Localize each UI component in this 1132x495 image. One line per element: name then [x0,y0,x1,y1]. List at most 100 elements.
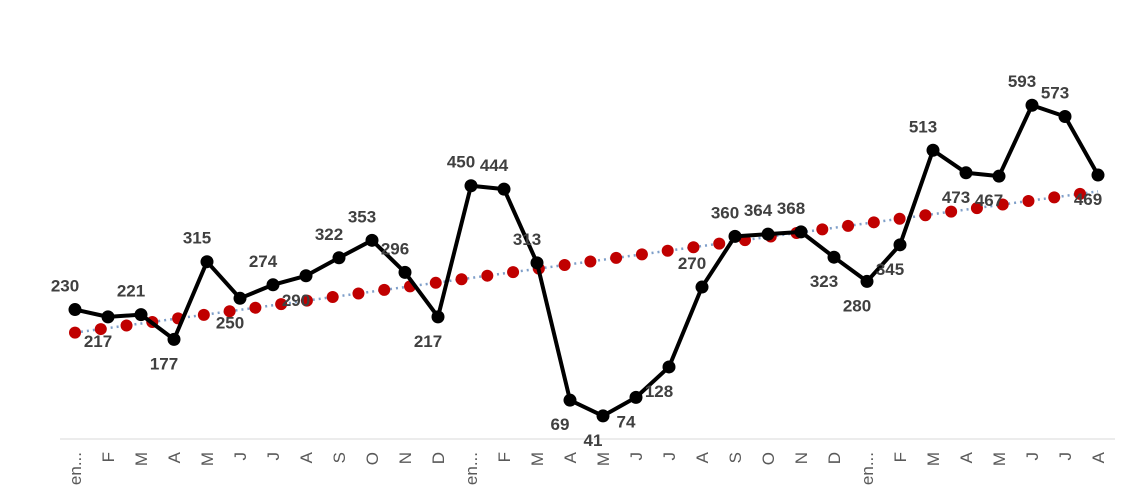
trend-dot [1022,194,1035,207]
data-label: 41 [584,431,603,450]
point [464,179,478,193]
point [563,393,577,407]
point [992,169,1006,183]
x-tick-label: F [495,452,514,462]
point [266,278,280,292]
point [629,390,643,404]
data-label: 74 [617,412,636,431]
x-tick-label: A [1089,451,1108,463]
data-label: 217 [414,332,442,351]
data-label: 250 [216,313,244,332]
trend-dot [996,198,1009,211]
trend-dot [919,209,932,222]
x-tick-label: en... [462,452,481,485]
point [101,310,115,324]
trend-dot [94,323,107,336]
trend-dot [300,294,313,307]
x-tick-label: J [231,452,250,461]
trend-dot [635,248,648,261]
x-tick-label: M [528,452,547,466]
x-tick-label: F [891,452,910,462]
data-label: 573 [1041,84,1069,103]
x-tick-label: M [594,452,613,466]
trend-dot [69,326,81,339]
data-label: 473 [942,188,970,207]
point [761,227,775,241]
x-tick-label: F [99,452,118,462]
x-tick-label: S [726,452,745,463]
data-label: 274 [249,252,278,271]
trend-dot [713,237,726,250]
data-label: 69 [551,415,570,434]
point [827,250,841,264]
trend-dot [661,244,674,257]
data-label: 469 [1074,190,1102,209]
point [497,182,511,196]
data-label: 221 [117,282,145,301]
data-label: 364 [744,201,773,220]
x-tick-label: N [792,452,811,464]
trend-dot [584,255,597,268]
x-tick-label: M [924,452,943,466]
point [959,166,973,180]
trend-dot [378,283,391,296]
trend-dot [893,212,906,225]
point [596,409,610,423]
x-tick-label: O [363,452,382,465]
point [1091,168,1105,182]
data-label: 315 [183,229,211,248]
trend-dot [970,202,983,215]
trend-dot [507,266,520,279]
x-tick-label: A [165,451,184,463]
point [299,269,313,283]
trend-dot [120,319,133,332]
x-tick-label: D [429,452,448,464]
x-tick-label: S [330,452,349,463]
point [794,225,808,239]
trend-dot [558,259,571,272]
point [662,360,676,374]
point [1025,98,1039,112]
trend-dot [481,269,494,282]
point [200,255,214,269]
data-label: 217 [84,332,112,351]
x-tick-label: J [1023,452,1042,461]
point [1058,110,1072,124]
point [530,256,544,270]
data-label: 280 [843,296,871,315]
data-label: 444 [480,156,509,175]
data-label: 177 [150,354,178,373]
point [332,251,346,265]
data-label: 593 [1008,72,1036,91]
x-tick-label: J [660,452,679,461]
x-tick-label: M [198,452,217,466]
point [431,310,445,324]
data-label: 450 [447,153,475,172]
x-tick-label: en... [66,452,85,485]
x-tick-label: D [825,452,844,464]
data-label: 128 [645,382,673,401]
x-tick-label: N [396,452,415,464]
point [398,265,412,279]
x-tick-label: J [1056,452,1075,461]
trend-dot [223,305,236,318]
data-label: 360 [711,203,739,222]
point [68,303,82,317]
point [728,229,742,243]
point [233,291,247,305]
trend-dot [1074,187,1086,200]
trend-dot [249,301,262,314]
x-tick-label: A [561,451,580,463]
data-label: 313 [513,230,541,249]
trend-dot [842,219,855,232]
trend-dot [455,273,468,286]
trend-dot [326,291,339,304]
trend-dot [687,241,700,254]
data-label: 353 [348,207,376,226]
point [860,274,874,288]
data-label: 323 [810,272,838,291]
data-label: 270 [678,254,706,273]
data-label: 290 [282,291,310,310]
point [365,233,379,247]
data-label: 513 [909,117,937,136]
